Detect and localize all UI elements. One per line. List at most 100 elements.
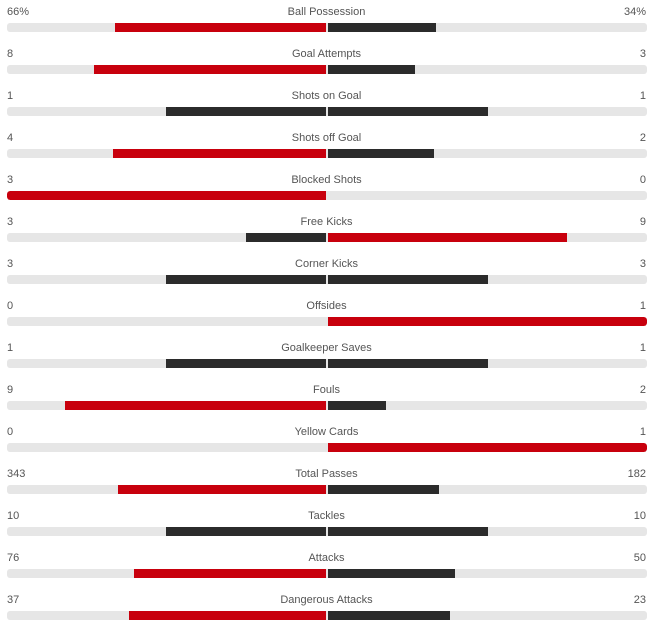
home-bar-half xyxy=(7,359,326,368)
away-bar-fill xyxy=(328,233,567,242)
away-bar-fill xyxy=(328,149,434,158)
stat-row: 3 Free Kicks 9 xyxy=(0,210,653,252)
stat-label: Tackles xyxy=(308,510,345,522)
home-value: 10 xyxy=(7,510,20,522)
away-bar-half xyxy=(328,23,647,32)
away-bar-half xyxy=(328,359,647,368)
stat-row: 1 Goalkeeper Saves 1 xyxy=(0,336,653,378)
away-value: 9 xyxy=(639,216,646,228)
stat-bar-track xyxy=(7,275,647,284)
stat-label: Fouls xyxy=(313,384,340,396)
home-bar-fill xyxy=(65,401,326,410)
home-value: 66% xyxy=(7,6,30,18)
home-value: 76 xyxy=(7,552,20,564)
stat-bar-track xyxy=(7,149,647,158)
away-bar-fill xyxy=(328,401,386,410)
home-bar-half xyxy=(7,275,326,284)
home-value: 0 xyxy=(7,426,14,438)
away-bar-half xyxy=(328,401,647,410)
away-bar-fill xyxy=(328,485,439,494)
stat-row: 343 Total Passes 182 xyxy=(0,462,653,504)
stat-row: 3 Blocked Shots 0 xyxy=(0,168,653,210)
stat-bar-track xyxy=(7,443,647,452)
stat-bar-track xyxy=(7,611,647,620)
away-bar-half xyxy=(328,65,647,74)
stat-label: Dangerous Attacks xyxy=(280,594,373,606)
away-value: 2 xyxy=(639,132,646,144)
stat-label: Goalkeeper Saves xyxy=(281,342,372,354)
home-value: 3 xyxy=(7,216,14,228)
away-value: 3 xyxy=(639,258,646,270)
home-bar-fill xyxy=(246,233,326,242)
home-bar-half xyxy=(7,317,326,326)
away-value: 50 xyxy=(633,552,646,564)
home-bar-fill xyxy=(118,485,326,494)
away-bar-fill xyxy=(328,359,488,368)
stat-bar-track xyxy=(7,107,647,116)
home-bar-half xyxy=(7,233,326,242)
stat-row: 1 Shots on Goal 1 xyxy=(0,84,653,126)
home-bar-half xyxy=(7,485,326,494)
home-bar-fill xyxy=(134,569,326,578)
away-value: 182 xyxy=(627,468,646,480)
away-bar-half xyxy=(328,275,647,284)
stat-label: Corner Kicks xyxy=(295,258,358,270)
stat-label: Blocked Shots xyxy=(291,174,362,186)
stat-row: 8 Goal Attempts 3 xyxy=(0,42,653,84)
away-bar-fill xyxy=(328,569,455,578)
home-bar-fill xyxy=(115,23,326,32)
stat-row: 10 Tackles 10 xyxy=(0,504,653,546)
home-bar-half xyxy=(7,611,326,620)
away-bar-fill xyxy=(328,65,415,74)
stat-bar-track xyxy=(7,401,647,410)
home-bar-half xyxy=(7,191,326,200)
stat-label: Free Kicks xyxy=(300,216,353,228)
away-bar-half xyxy=(328,191,647,200)
stat-row: 0 Yellow Cards 1 xyxy=(0,420,653,462)
home-bar-fill xyxy=(7,191,326,200)
home-bar-fill xyxy=(166,359,326,368)
away-bar-half xyxy=(328,317,647,326)
away-value: 0 xyxy=(639,174,646,186)
stat-bar-track xyxy=(7,569,647,578)
away-bar-fill xyxy=(328,23,436,32)
away-bar-half xyxy=(328,485,647,494)
stat-row: 4 Shots off Goal 2 xyxy=(0,126,653,168)
stat-bar-track xyxy=(7,233,647,242)
away-value: 3 xyxy=(639,48,646,60)
home-bar-half xyxy=(7,149,326,158)
home-value: 1 xyxy=(7,342,14,354)
stat-bar-track xyxy=(7,527,647,536)
away-bar-half xyxy=(328,149,647,158)
stat-row: 37 Dangerous Attacks 23 xyxy=(0,588,653,630)
away-bar-fill xyxy=(328,443,647,452)
away-value: 34% xyxy=(623,6,646,18)
away-bar-fill xyxy=(328,317,647,326)
home-bar-half xyxy=(7,107,326,116)
stat-label: Total Passes xyxy=(295,468,358,480)
away-bar-half xyxy=(328,611,647,620)
home-value: 37 xyxy=(7,594,20,606)
stat-bar-track xyxy=(7,65,647,74)
stat-bar-track xyxy=(7,191,647,200)
away-bar-fill xyxy=(328,107,488,116)
stat-label: Shots on Goal xyxy=(291,90,362,102)
stat-label: Offsides xyxy=(306,300,347,312)
home-bar-half xyxy=(7,23,326,32)
home-value: 9 xyxy=(7,384,14,396)
away-value: 10 xyxy=(633,510,646,522)
stat-label: Goal Attempts xyxy=(291,48,362,60)
away-value: 1 xyxy=(639,342,646,354)
home-bar-fill xyxy=(166,527,326,536)
home-value: 343 xyxy=(7,468,26,480)
away-value: 23 xyxy=(633,594,646,606)
home-bar-fill xyxy=(113,149,326,158)
home-bar-half xyxy=(7,65,326,74)
home-bar-fill xyxy=(94,65,326,74)
stat-row: 0 Offsides 1 xyxy=(0,294,653,336)
home-value: 3 xyxy=(7,174,14,186)
away-value: 1 xyxy=(639,90,646,102)
stat-label: Yellow Cards xyxy=(294,426,359,438)
home-value: 4 xyxy=(7,132,14,144)
